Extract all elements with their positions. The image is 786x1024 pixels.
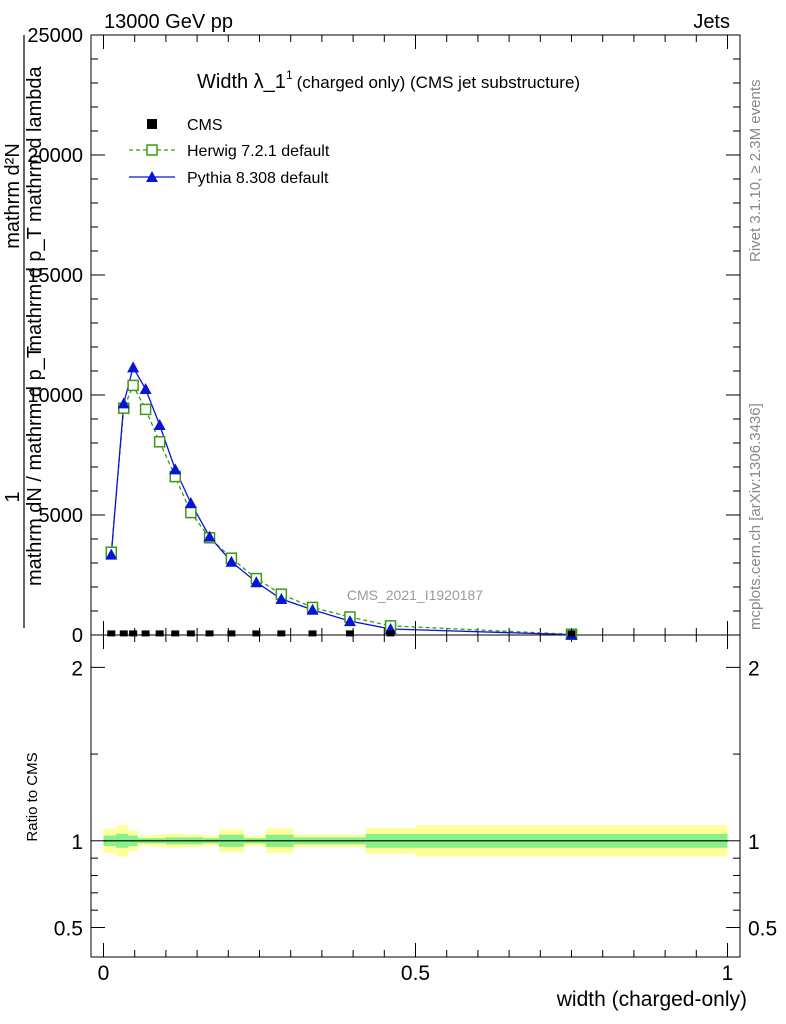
mcplots-label: mcplots.cern.ch [arXiv:1306.3436] (747, 403, 764, 630)
cms-point-11 (308, 630, 317, 637)
ylabel-denominator: mathrm dN / mathrm d p_T (24, 346, 46, 586)
cms-point-14 (567, 630, 576, 637)
legend-label-cms: CMS (187, 117, 223, 134)
cms-point-1 (119, 630, 128, 637)
ratio-frame (90, 634, 741, 958)
analysis-watermark: CMS_2021_I1920187 (347, 587, 483, 603)
pythia-point-9 (250, 576, 263, 588)
ratio-xtick-label-1: 0.5 (401, 962, 430, 985)
cms-point-0 (107, 630, 116, 637)
legend-marker-cms (147, 119, 157, 129)
pythia-point-4 (153, 419, 166, 430)
legend-marker-herwig (146, 144, 158, 156)
ratio-ytick-label-left-2: 2 (71, 657, 83, 680)
legend-label-herwig: Herwig 7.2.1 default (187, 143, 330, 160)
plot-title: Width λ_11 (charged only) (CMS jet substr… (197, 68, 580, 93)
ratio-ytick-label-right-2: 2 (748, 657, 760, 680)
main-axis-ticks: 0 5000 10000 15000 20000 25000 (27, 25, 740, 647)
cms-point-8 (227, 630, 236, 637)
ratio-ytick-label-left-0: 0.5 (54, 918, 83, 941)
x-axis-label: width (charged-only) (556, 988, 747, 1011)
ratio-y-label: Ratio to CMS (24, 752, 41, 841)
main-ytick-label-3: 15000 (27, 265, 83, 287)
herwig-line (110, 383, 572, 635)
ylabel-numerator-2: mathrm d p_T mathrm d lambda (24, 65, 46, 351)
cms-point-4 (155, 630, 164, 637)
pythia-point-10 (275, 593, 288, 604)
pythia-point-3 (139, 383, 152, 394)
pythia-point-6 (184, 497, 197, 508)
cms-point-2 (129, 630, 138, 637)
cms-point-7 (205, 630, 214, 637)
cms-point-5 (171, 630, 180, 637)
ratio-ytick-label-left-1: 1 (71, 831, 83, 854)
legend: CMS Herwig 7.2.1 default Pythia 8.308 de… (129, 117, 330, 187)
legend-label-pythia: Pythia 8.308 default (187, 170, 329, 187)
main-ytick-label-2: 10000 (27, 385, 83, 407)
main-ytick-label-0: 0 (72, 625, 83, 647)
cms-point-9 (252, 630, 261, 637)
ratio-axis-ticks: 0.5 0.5 1 1 2 2 0 0.5 1 (54, 635, 777, 985)
header-left: 13000 GeV pp (104, 11, 233, 33)
ratio-ytick-label-right-0: 0.5 (748, 918, 777, 941)
cms-point-3 (141, 630, 150, 637)
pythia-point-1 (117, 397, 130, 409)
herwig-point-4 (153, 436, 166, 448)
ratio-ytick-label-right-1: 1 (748, 831, 760, 854)
herwig-point-2 (127, 379, 139, 392)
header-right: Jets (693, 11, 730, 33)
series-layer (105, 361, 578, 641)
herwig-point-6 (185, 506, 197, 519)
pythia-point-8 (225, 555, 238, 567)
pythia-line (110, 365, 572, 636)
main-y-label: 1 mathrm d²N mathrm d p_T mathrm d lambd… (2, 35, 46, 628)
cms-point-6 (186, 630, 195, 637)
cms-point-13 (386, 630, 395, 637)
ylabel-one: 1 (2, 491, 24, 502)
ratio-xtick-label-2: 1 (722, 962, 734, 985)
pythia-point-2 (127, 361, 140, 373)
pythia-point-5 (169, 463, 182, 475)
cms-point-12 (345, 630, 354, 637)
rivet-label: Rivet 3.1.10, ≥ 2.3M events (747, 80, 764, 263)
ylabel-numerator: mathrm d²N (2, 143, 24, 249)
ratio-xtick-label-0: 0 (98, 962, 110, 985)
cms-point-10 (277, 630, 286, 637)
pythia-point-0 (105, 548, 118, 560)
pythia-point-7 (203, 530, 216, 542)
main-ytick-label-5: 25000 (27, 25, 83, 47)
herwig-point-3 (139, 403, 152, 416)
main-ytick-label-1: 5000 (39, 505, 84, 527)
main-ytick-label-4: 20000 (27, 145, 83, 167)
legend-marker-pythia (146, 171, 158, 182)
pythia-point-11 (306, 603, 319, 615)
pythia-point-12 (343, 615, 356, 627)
